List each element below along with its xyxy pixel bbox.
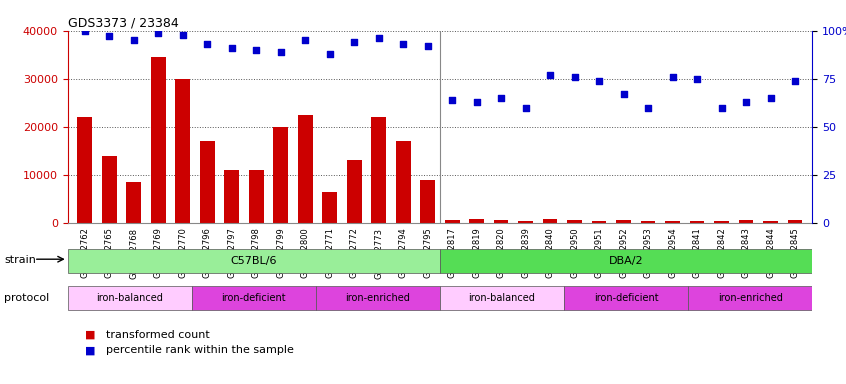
- Text: C57BL/6: C57BL/6: [231, 256, 277, 266]
- Bar: [371, 117, 386, 223]
- Bar: [689, 221, 705, 223]
- Bar: [420, 180, 435, 223]
- Bar: [568, 220, 582, 223]
- Bar: [126, 182, 141, 223]
- Text: iron-enriched: iron-enriched: [345, 293, 410, 303]
- Point: [739, 99, 753, 105]
- Point: [543, 72, 557, 78]
- Text: iron-deficient: iron-deficient: [594, 293, 658, 303]
- FancyBboxPatch shape: [564, 286, 688, 310]
- Bar: [322, 192, 337, 223]
- Text: iron-enriched: iron-enriched: [717, 293, 783, 303]
- Bar: [445, 220, 459, 223]
- Point: [151, 30, 165, 36]
- FancyBboxPatch shape: [316, 286, 440, 310]
- Bar: [273, 127, 288, 223]
- Point: [666, 74, 679, 80]
- Bar: [616, 220, 631, 223]
- Text: iron-balanced: iron-balanced: [469, 293, 536, 303]
- Point: [127, 37, 140, 43]
- Bar: [665, 221, 680, 223]
- Text: ■: ■: [85, 345, 95, 355]
- Bar: [470, 219, 484, 223]
- Point: [201, 41, 214, 47]
- Text: percentile rank within the sample: percentile rank within the sample: [106, 345, 294, 355]
- FancyBboxPatch shape: [688, 286, 812, 310]
- Point: [225, 45, 239, 51]
- Point: [250, 47, 263, 53]
- Point: [78, 28, 91, 34]
- Text: iron-balanced: iron-balanced: [96, 293, 163, 303]
- Bar: [640, 221, 656, 223]
- Bar: [739, 220, 754, 223]
- Bar: [298, 115, 312, 223]
- Bar: [543, 219, 558, 223]
- Point: [519, 104, 532, 111]
- Point: [715, 104, 728, 111]
- Point: [372, 35, 386, 41]
- Text: GDS3373 / 23384: GDS3373 / 23384: [68, 17, 179, 30]
- Bar: [494, 220, 508, 223]
- FancyBboxPatch shape: [440, 249, 812, 273]
- Point: [274, 49, 288, 55]
- Point: [568, 74, 581, 80]
- Text: ■: ■: [85, 330, 95, 340]
- Point: [641, 104, 655, 111]
- Point: [470, 99, 483, 105]
- Point: [445, 97, 459, 103]
- Point: [494, 95, 508, 101]
- Bar: [788, 220, 802, 223]
- Point: [299, 37, 312, 43]
- Bar: [519, 221, 533, 223]
- Text: protocol: protocol: [4, 293, 49, 303]
- Bar: [175, 79, 190, 223]
- Point: [348, 39, 361, 45]
- FancyBboxPatch shape: [68, 286, 192, 310]
- Bar: [591, 221, 607, 223]
- Point: [323, 51, 337, 57]
- Point: [764, 95, 777, 101]
- Bar: [102, 156, 117, 223]
- Bar: [347, 161, 361, 223]
- Point: [397, 41, 410, 47]
- Point: [788, 78, 802, 84]
- Bar: [151, 57, 166, 223]
- Point: [176, 31, 190, 38]
- Point: [690, 76, 704, 82]
- Bar: [763, 221, 777, 223]
- Point: [592, 78, 606, 84]
- Bar: [249, 170, 264, 223]
- Point: [617, 91, 630, 97]
- Bar: [224, 170, 239, 223]
- Point: [421, 43, 435, 49]
- Text: transformed count: transformed count: [106, 330, 210, 340]
- Bar: [396, 141, 410, 223]
- Text: DBA/2: DBA/2: [609, 256, 643, 266]
- Bar: [714, 221, 729, 223]
- Bar: [78, 117, 92, 223]
- FancyBboxPatch shape: [192, 286, 316, 310]
- FancyBboxPatch shape: [68, 249, 440, 273]
- Text: strain: strain: [4, 255, 36, 265]
- Point: [102, 33, 116, 40]
- Bar: [200, 141, 215, 223]
- FancyBboxPatch shape: [440, 286, 564, 310]
- Text: iron-deficient: iron-deficient: [222, 293, 286, 303]
